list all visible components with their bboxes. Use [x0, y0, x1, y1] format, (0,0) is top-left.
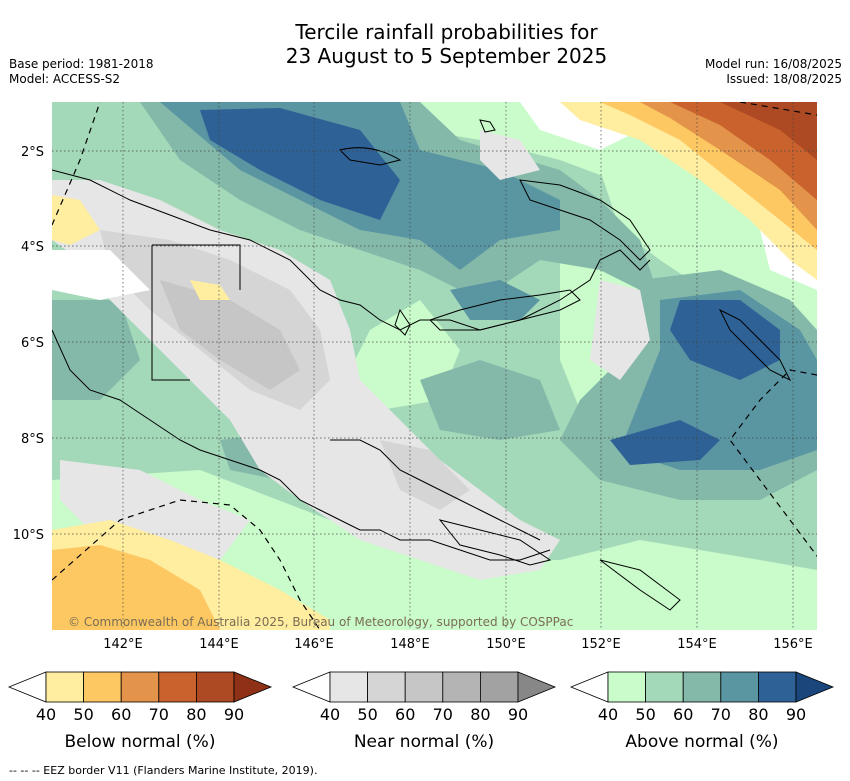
lon-label: 146°E — [294, 637, 334, 652]
metadata-right: Model run: 16/08/2025 Issued: 18/08/2025 — [705, 57, 842, 87]
colorbar-tick-label: 60 — [673, 705, 693, 724]
map-title: Tercile rainfall probabilities for 23 Au… — [0, 20, 850, 68]
colorbar-tick-label: 50 — [635, 705, 655, 724]
lon-label: 144°E — [199, 637, 239, 652]
lon-label: 156°E — [773, 637, 813, 652]
colorbar-min-extension — [569, 671, 609, 703]
colorbar-segment — [195, 671, 235, 703]
colorbar-label: Near normal (%) — [354, 732, 494, 752]
colorbar-segment — [682, 671, 722, 703]
lat-label: 10°S — [13, 528, 44, 543]
model-name: Model: ACCESS-S2 — [9, 72, 121, 86]
longitude-labels: 142°E 144°E 146°E 148°E 150°E 152°E 154°… — [103, 637, 813, 652]
base-period: Base period: 1981-2018 — [9, 57, 154, 71]
colorbar-segment — [720, 671, 759, 703]
colorbar-tick-label: 70 — [711, 705, 731, 724]
colorbar-label: Below normal (%) — [65, 732, 216, 752]
latitude-labels: 2°S 4°S 6°S 8°S 10°S — [13, 145, 44, 543]
lon-label: 152°E — [581, 637, 621, 652]
copyright-notice: © Commonwealth of Australia 2025, Bureau… — [68, 615, 573, 629]
colorbar-tick-label: 60 — [395, 705, 415, 724]
graticule — [52, 102, 817, 630]
colorbar-min-extension — [291, 671, 331, 703]
colorbar-tick-label: 40 — [598, 705, 618, 724]
colorbar-segment — [404, 671, 444, 703]
below-normal-colorbar: 40 50 60 70 80 90 Below normal (%) — [7, 671, 273, 752]
colorbar-tick-label: 80 — [470, 705, 490, 724]
colorbar-tick-label: 40 — [320, 705, 340, 724]
lon-label: 142°E — [103, 637, 143, 652]
colorbar-tick-label: 90 — [786, 705, 806, 724]
eez-borders — [52, 102, 817, 630]
lat-label: 8°S — [21, 432, 44, 447]
lat-label: 2°S — [21, 145, 44, 160]
colorbar-min-extension — [7, 671, 47, 703]
colorbar-segment — [158, 671, 197, 703]
title-line-2: 23 August to 5 September 2025 — [285, 44, 608, 68]
colorbar-segment — [758, 671, 797, 703]
colorbar-segment — [120, 671, 160, 703]
colorbar-tick-label: 80 — [186, 705, 206, 724]
colorbar-tick-label: 50 — [357, 705, 377, 724]
colorbar-label: Above normal (%) — [625, 732, 778, 752]
colorbar-tick-label: 50 — [73, 705, 93, 724]
lon-label: 148°E — [390, 637, 430, 652]
lon-label: 154°E — [677, 637, 717, 652]
issued-date: Issued: 18/08/2025 — [726, 72, 842, 86]
colorbar-tick-label: 40 — [36, 705, 56, 724]
colorbar-segment — [45, 671, 84, 703]
coastlines — [52, 119, 792, 611]
colorbar-max-extension — [517, 671, 557, 703]
colorbars: 40 50 60 70 80 90 Below normal (%) 40 50 60 70 80 90… — [7, 671, 835, 752]
above-normal-colorbar: 40 50 60 70 80 90 Above normal (%) — [569, 671, 835, 752]
colorbar-segment — [367, 671, 406, 703]
lat-label: 6°S — [21, 336, 44, 351]
title-line-1: Tercile rainfall probabilities for — [295, 20, 598, 44]
colorbar-segment — [329, 671, 368, 703]
colorbar-max-extension — [233, 671, 273, 703]
near-normal-colorbar: 40 50 60 70 80 90 Near normal (%) — [291, 671, 557, 752]
colorbar-segment — [479, 671, 519, 703]
colorbar-segment — [645, 671, 684, 703]
colorbar-tick-label: 90 — [508, 705, 528, 724]
colorbar-segment — [83, 671, 122, 703]
probability-field — [52, 102, 817, 630]
colorbar-tick-label: 60 — [111, 705, 131, 724]
colorbar-tick-label: 80 — [748, 705, 768, 724]
colorbar-max-extension — [795, 671, 835, 703]
eez-footnote: -- -- -- EEZ border V11 (Flanders Marine… — [9, 764, 318, 777]
colorbar-tick-label: 90 — [224, 705, 244, 724]
lon-label: 150°E — [486, 637, 526, 652]
colorbar-segment — [442, 671, 481, 703]
colorbar-tick-label: 70 — [433, 705, 453, 724]
model-run: Model run: 16/08/2025 — [704, 57, 842, 71]
colorbar-tick-label: 70 — [149, 705, 169, 724]
metadata-left: Base period: 1981-2018 Model: ACCESS-S2 — [9, 57, 154, 87]
lat-label: 4°S — [21, 240, 44, 255]
colorbar-segment — [607, 671, 646, 703]
